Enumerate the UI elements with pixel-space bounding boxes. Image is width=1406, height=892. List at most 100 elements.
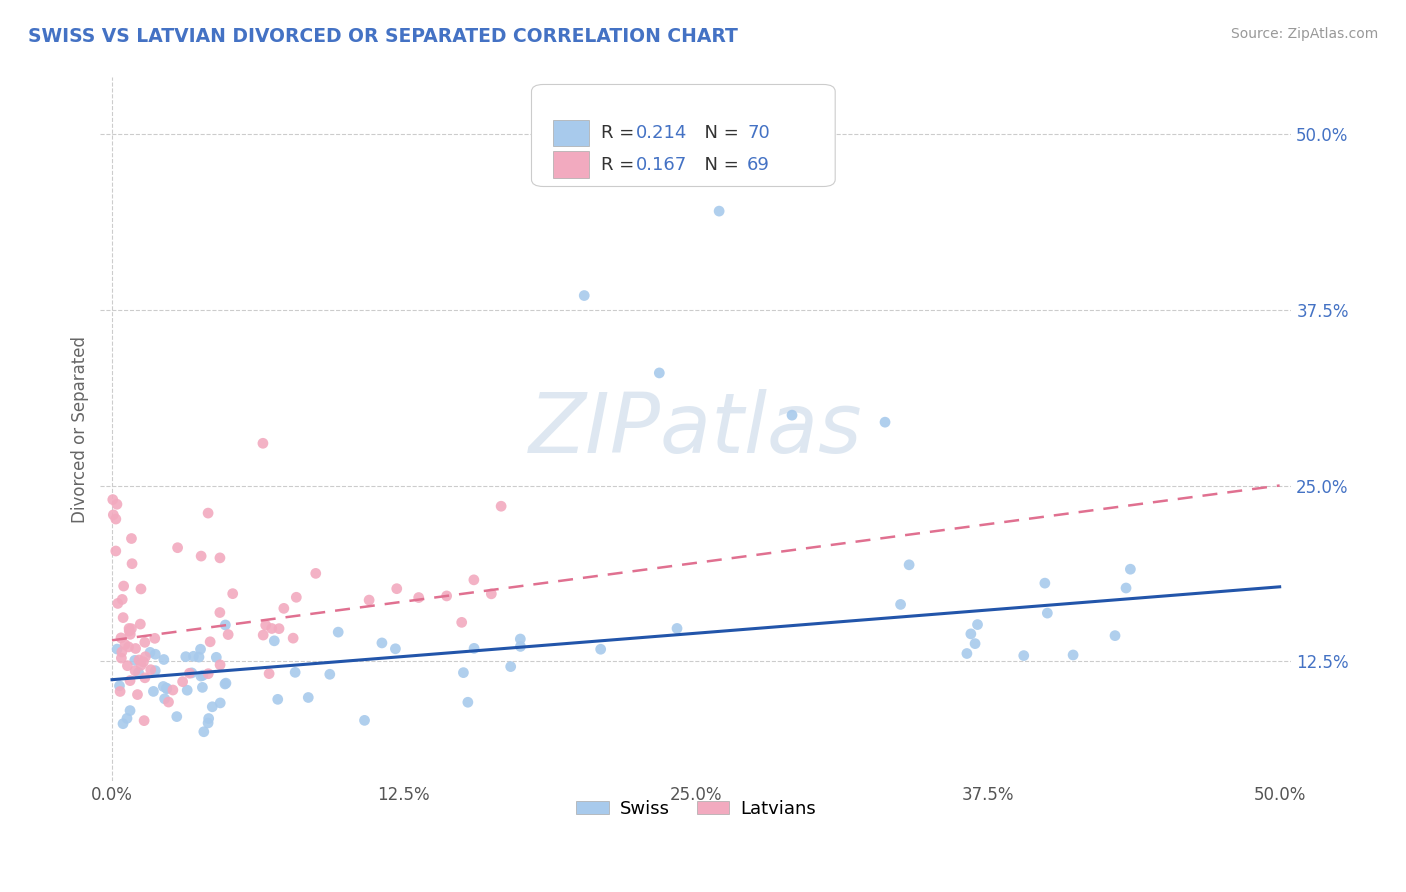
Point	[157, 695, 180, 709]
Point	[898, 558, 921, 572]
Point	[115, 711, 138, 725]
Point	[190, 549, 212, 563]
Point	[132, 655, 155, 669]
Point	[128, 665, 150, 680]
Point	[208, 550, 231, 565]
Point	[139, 645, 162, 659]
Point	[281, 631, 304, 645]
Point	[124, 653, 146, 667]
Point	[267, 622, 290, 636]
Point	[489, 500, 512, 514]
Point	[118, 624, 141, 638]
Text: N =: N =	[693, 156, 745, 174]
Point	[267, 692, 290, 706]
Point	[112, 610, 135, 624]
Point	[359, 593, 381, 607]
Point	[222, 587, 245, 601]
Text: ZIPatlas: ZIPatlas	[529, 389, 863, 470]
Point	[120, 627, 142, 641]
Point	[1119, 562, 1142, 576]
Point	[118, 622, 141, 636]
Point	[111, 592, 134, 607]
Point	[589, 642, 612, 657]
Point	[139, 663, 162, 677]
Point	[890, 598, 912, 612]
Point	[134, 671, 156, 685]
Point	[1062, 648, 1084, 662]
Point	[780, 408, 803, 422]
Point	[176, 683, 198, 698]
Point	[254, 618, 277, 632]
Point	[111, 716, 134, 731]
Point	[214, 618, 236, 632]
Point	[128, 653, 150, 667]
Point	[117, 640, 139, 654]
Point	[384, 641, 406, 656]
Point	[509, 632, 531, 646]
Point	[453, 665, 475, 680]
Point	[190, 642, 212, 657]
Text: 0.167: 0.167	[637, 156, 688, 174]
Point	[285, 591, 308, 605]
Point	[260, 622, 283, 636]
Point	[121, 532, 143, 546]
Point	[707, 204, 730, 219]
Point	[143, 647, 166, 661]
Text: R =: R =	[600, 156, 640, 174]
Point	[257, 666, 280, 681]
Text: R =: R =	[600, 124, 640, 142]
Legend: Swiss, Latvians: Swiss, Latvians	[569, 792, 823, 825]
Point	[209, 657, 232, 672]
Point	[105, 497, 128, 511]
Point	[155, 681, 177, 695]
Point	[1036, 606, 1059, 620]
FancyBboxPatch shape	[553, 152, 589, 178]
Point	[214, 677, 236, 691]
Point	[297, 690, 319, 705]
Point	[197, 506, 219, 520]
Point	[408, 591, 430, 605]
Point	[124, 641, 146, 656]
Point	[108, 679, 131, 693]
Point	[166, 541, 188, 555]
Point	[188, 650, 211, 665]
Point	[328, 625, 350, 640]
Point	[124, 664, 146, 678]
Point	[129, 617, 152, 632]
Point	[215, 676, 238, 690]
Point	[463, 573, 485, 587]
Point	[156, 681, 179, 696]
Point	[956, 647, 979, 661]
Point	[118, 704, 141, 718]
Point	[191, 681, 214, 695]
Point	[107, 596, 129, 610]
Text: 69: 69	[747, 156, 770, 174]
Point	[179, 666, 201, 681]
Point	[960, 627, 983, 641]
Point	[172, 674, 194, 689]
Point	[120, 622, 142, 636]
Text: 70: 70	[747, 124, 770, 142]
Point	[162, 683, 184, 698]
Point	[193, 724, 215, 739]
Point	[121, 557, 143, 571]
Text: Source: ZipAtlas.com: Source: ZipAtlas.com	[1230, 27, 1378, 41]
Point	[190, 669, 212, 683]
Point	[104, 512, 127, 526]
Y-axis label: Divorced or Separated: Divorced or Separated	[72, 335, 89, 523]
Point	[197, 666, 219, 681]
Point	[142, 684, 165, 698]
Point	[198, 634, 221, 648]
Point	[305, 566, 328, 581]
Point	[153, 652, 176, 666]
FancyBboxPatch shape	[531, 85, 835, 186]
Text: N =: N =	[693, 124, 745, 142]
Point	[183, 649, 205, 664]
FancyBboxPatch shape	[553, 120, 589, 146]
Text: SWISS VS LATVIAN DIVORCED OR SEPARATED CORRELATION CHART: SWISS VS LATVIAN DIVORCED OR SEPARATED C…	[28, 27, 738, 45]
Text: 0.214: 0.214	[637, 124, 688, 142]
Point	[166, 709, 188, 723]
Point	[385, 582, 408, 596]
Point	[509, 640, 531, 654]
Point	[209, 696, 232, 710]
